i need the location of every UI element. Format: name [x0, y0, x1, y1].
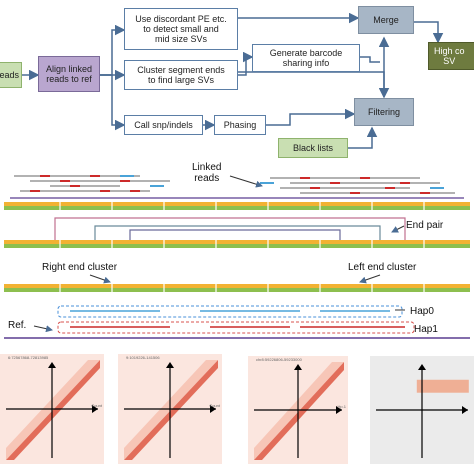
flow-arrows [22, 12, 444, 149]
heatmap-panel: chr8:59226806-59233000 Hp.1 [248, 356, 348, 464]
end-pair-link [94, 225, 381, 240]
barcode-box: Generate barcode sharing info [252, 44, 360, 72]
input-reads-box: eads [0, 62, 22, 88]
heatmap-legend: Count [209, 403, 220, 408]
heatmap-title: chr8:59226806-59233000 [256, 357, 302, 362]
genome-bar-orange [4, 284, 470, 288]
heatmap-legend: Count [91, 403, 102, 408]
genome-bar-green [4, 244, 470, 248]
axis-arrowhead [166, 362, 174, 368]
input-reads-label: eads [0, 70, 19, 80]
ref-arrow [33, 325, 53, 333]
hap0-label: Hap0 [410, 306, 434, 317]
phasing-label: Phasing [223, 120, 257, 130]
phasing-box: Phasing [214, 115, 266, 135]
filtering-label: Filtering [367, 107, 400, 117]
axis-arrowhead [336, 406, 342, 414]
discordant-box: Use discordant PE etc. to detect small a… [124, 8, 238, 50]
heatmap-legend: Hp.1 [337, 404, 346, 409]
cluster-label: Cluster segment ends to find large SVs [137, 65, 225, 85]
hap1-label: Hap1 [414, 324, 438, 335]
heatmap-diagonal-halo [6, 360, 100, 460]
merge-box: Merge [358, 6, 414, 34]
barcode-label: Generate barcode sharing info [269, 48, 343, 68]
left-cluster-arrow [359, 274, 381, 284]
align-box: Align linked reads to ref [38, 56, 100, 92]
heatmap-canvas [376, 364, 469, 458]
blacklist-label: Black lists [292, 143, 333, 153]
heatmap-panel: 9:1019226-141506 Count [118, 354, 222, 464]
cluster-box: Cluster segment ends to find large SVs [124, 60, 238, 90]
heatmap-canvas [124, 360, 218, 460]
blacklist-box: Black lists [278, 138, 348, 158]
snp-box: Call snp/indels [124, 115, 203, 135]
heatmap-diagonal-halo [254, 362, 344, 460]
linked-reads-arrow [229, 175, 263, 188]
merge-label: Merge [373, 15, 399, 25]
ref-label: Ref. [8, 320, 27, 331]
end-pair-link [54, 217, 406, 240]
heatmap-panel [370, 356, 474, 464]
snp-label: Call snp/indels [134, 120, 193, 130]
right-cluster-arrow [89, 274, 111, 284]
haplotype-diagram [4, 305, 470, 339]
heatmap-canvas [254, 362, 344, 460]
genome-bar-orange [4, 202, 470, 206]
heatmap-title: 9:1019226-141506 [126, 355, 160, 360]
end-pair-arrow [391, 225, 405, 233]
left-end-cluster-label: Left end cluster [348, 262, 417, 273]
heatmap-diagonal-halo [124, 360, 218, 460]
linked-reads-label: Linked reads [192, 162, 222, 184]
axis-arrowhead [48, 362, 56, 368]
heatmap-title: 6:72567868-72813985 [8, 355, 49, 360]
end-pair-link [129, 229, 341, 240]
discordant-label: Use discordant PE etc. to detect small a… [135, 14, 227, 44]
linked-reads-diagram [4, 175, 470, 292]
align-label: Align linked reads to ref [45, 64, 93, 84]
right-end-cluster-label: Right end cluster [42, 262, 118, 273]
heatmap-block [416, 379, 469, 393]
filtering-box: Filtering [354, 98, 414, 126]
hap1-box [57, 321, 415, 334]
genome-bar-green [4, 288, 470, 292]
heatmap-canvas [6, 360, 100, 460]
end-pair-label: End pair [406, 220, 444, 231]
axis-arrowhead [462, 406, 468, 414]
output-box: High co SV [428, 42, 474, 70]
genome-bar-orange [4, 240, 470, 244]
genome-bar-green [4, 206, 470, 210]
axis-arrowhead [418, 364, 426, 370]
hap0-box [57, 305, 403, 318]
output-label: High co SV [434, 46, 465, 66]
axis-arrowhead [92, 405, 98, 413]
axis-arrowhead [294, 364, 302, 370]
heatmap-panel: 6:72567868-72813985 Count [0, 354, 104, 464]
axis-arrowhead [210, 405, 216, 413]
